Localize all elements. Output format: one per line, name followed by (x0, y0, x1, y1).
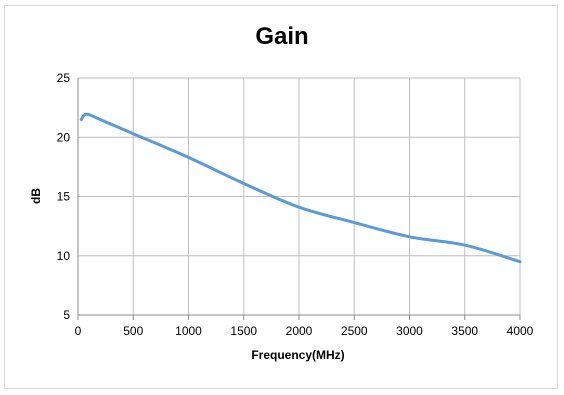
x-tick-label: 2500 (341, 324, 368, 338)
axes (77, 78, 521, 320)
x-tick-label: 2000 (286, 324, 313, 338)
y-tick-label: 5 (63, 308, 70, 322)
y-tick-label: 15 (57, 190, 71, 204)
tick-labels: 5 10 15 20 25 0 500 1000 1500 2000 2500 3000 3500 400… (57, 71, 534, 338)
x-tick-label: 1000 (175, 324, 202, 338)
y-tick-label: 20 (57, 130, 71, 144)
y-axis-label: dB (29, 188, 43, 204)
x-tick-label: 500 (123, 324, 143, 338)
series-lines (79, 112, 522, 264)
chart-title: Gain (255, 23, 308, 50)
x-tick-label: 3500 (451, 324, 478, 338)
grid (77, 77, 521, 316)
x-tick-label: 1500 (230, 324, 257, 338)
x-tick-label: 0 (75, 324, 82, 338)
x-tick-label: 4000 (507, 324, 534, 338)
y-tick-label: 10 (57, 249, 71, 263)
y-tick-label: 25 (57, 71, 71, 85)
gain-series-line (79, 112, 522, 264)
x-axis-label: Frequency(MHz) (251, 348, 344, 362)
x-tick-label: 3000 (396, 324, 423, 338)
